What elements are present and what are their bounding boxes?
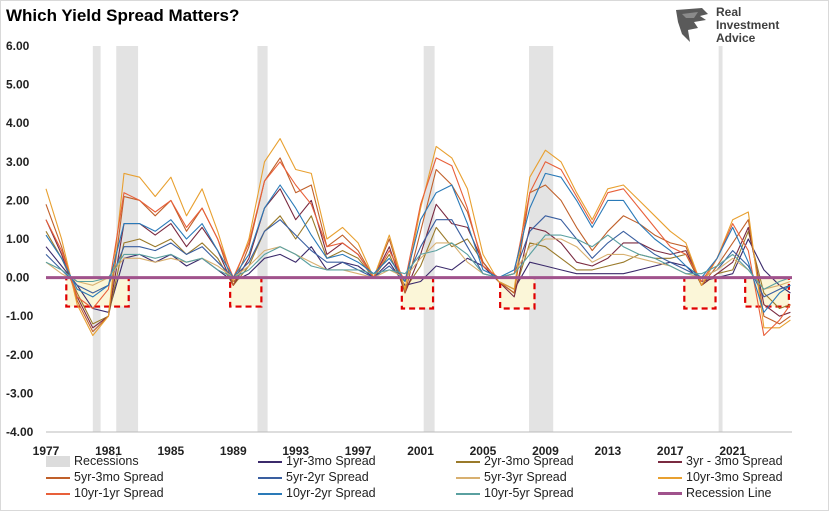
- legend-swatch: [258, 493, 282, 495]
- recession-bar-5: [718, 46, 723, 432]
- legend-swatch: [658, 492, 682, 495]
- x-tick-label-7: 2005: [470, 444, 497, 458]
- legend-label: 1yr-3mo Spread: [286, 454, 376, 468]
- x-tick-label-0: 1977: [33, 444, 60, 458]
- logo-line-3: Advice: [716, 31, 756, 45]
- x-tick-label-5: 1997: [345, 444, 372, 458]
- legend-swatch: [658, 461, 682, 463]
- legend-swatch: [46, 493, 70, 495]
- recession-bar-1: [116, 46, 139, 432]
- logo-line-1: Real: [716, 5, 742, 19]
- series-lines: [45, 138, 791, 337]
- y-tick-label-5: 1.00: [6, 232, 30, 246]
- legend-label: 10yr-1yr Spread: [74, 486, 164, 500]
- x-axis: 1977 1981 1985 1989 1993 1997 2001 2005 2009 2013…: [33, 431, 792, 458]
- y-tick-label-7: -1.00: [6, 309, 34, 323]
- y-tick-label-3: 3.00: [6, 155, 30, 169]
- x-tick-label-1: 1981: [95, 444, 122, 458]
- series-line-7: [45, 157, 791, 337]
- logo: Real Investment Advice: [672, 4, 802, 46]
- series-line-6: [45, 138, 791, 337]
- x-tick-label-10: 2017: [657, 444, 684, 458]
- logo-text: Real Investment Advice: [716, 6, 779, 45]
- y-tick-label-1: 5.00: [6, 78, 30, 92]
- x-tick-label-6: 2001: [407, 444, 434, 458]
- legend-label: 10yr-3mo Spread: [686, 470, 783, 484]
- y-tick-label-4: 2.00: [6, 193, 30, 207]
- legend-swatch: [46, 456, 70, 467]
- y-tick-label-2: 4.00: [6, 116, 30, 130]
- inversion-box-5: [744, 276, 790, 308]
- legend-label: 3yr - 3mo Spread: [686, 454, 783, 468]
- legend-label: 5yr-2yr Spread: [286, 470, 369, 484]
- x-tick-label-9: 2013: [594, 444, 621, 458]
- legend-label: 10yr-5yr Spread: [484, 486, 574, 500]
- recession-bar-0: [92, 46, 101, 432]
- y-tick-label-6: 0.00: [6, 271, 30, 285]
- recession-bar-3: [423, 46, 435, 432]
- inversion-boxes: [65, 276, 790, 310]
- x-tick-label-3: 1989: [220, 444, 247, 458]
- legend-label: 5yr-3mo Spread: [74, 470, 164, 484]
- y-tick-label-0: 6.00: [6, 39, 30, 53]
- legend-label: Recession Line: [686, 486, 772, 500]
- y-axis: 6.00 5.00 4.00 3.00 2.00 1.00 0.00 -1.00 -2.00 -3…: [6, 39, 34, 439]
- logo-line-2: Investment: [716, 18, 780, 32]
- series-line-1: [45, 215, 791, 325]
- legend-label: Recessions: [74, 454, 139, 468]
- legend-swatch: [46, 477, 70, 479]
- recession-bar-2: [257, 46, 268, 432]
- legend-swatch: [258, 461, 282, 463]
- x-tick-label-8: 2009: [532, 444, 559, 458]
- legend-swatch: [456, 477, 480, 479]
- y-tick-label-9: -3.00: [6, 386, 34, 400]
- legend-swatch: [658, 477, 682, 479]
- legend-label: 5yr-3yr Spread: [484, 470, 567, 484]
- series-line-8: [45, 172, 791, 313]
- series-line-9: [45, 234, 791, 290]
- x-tick-label-11: 2021: [719, 444, 746, 458]
- y-tick-label-8: -2.00: [6, 348, 34, 362]
- legend-label: 10yr-2yr Spread: [286, 486, 376, 500]
- x-tick-label-2: 1985: [158, 444, 185, 458]
- eagle-head-icon: [676, 8, 708, 42]
- legend-swatch: [456, 493, 480, 495]
- x-tick-label-4: 1993: [282, 444, 309, 458]
- legend-swatch: [456, 461, 480, 463]
- series-line-4: [45, 215, 791, 298]
- legend-label: 2yr-3mo Spread: [484, 454, 574, 468]
- chart-title: Which Yield Spread Matters?: [6, 6, 240, 25]
- recession-shading: [92, 46, 723, 432]
- y-tick-label-10: -4.00: [6, 425, 34, 439]
- legend-swatch: [258, 477, 282, 479]
